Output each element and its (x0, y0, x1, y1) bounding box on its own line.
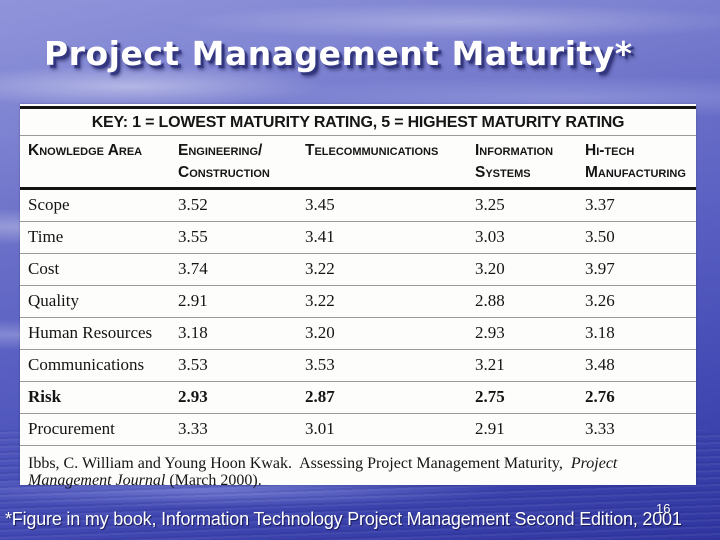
rating-value: 2.88 (475, 291, 505, 311)
rating-value: 3.18 (178, 323, 208, 343)
maturity-table-panel: KEY: 1 = LOWEST MATURITY RATING, 5 = HIG… (20, 104, 696, 489)
row-label: Communications (28, 355, 145, 375)
column-header: Knowledge Area (28, 142, 143, 159)
rating-value: 2.93 (178, 387, 208, 407)
rating-value: 3.20 (475, 259, 505, 279)
rating-value: 2.76 (585, 387, 615, 407)
rating-value: 2.91 (178, 291, 208, 311)
column-header: Engineering/ Construction (178, 142, 270, 182)
table-row: Time 3.55 3.41 3.03 3.50 (20, 222, 696, 254)
table-row: Human Resources 3.18 3.20 2.93 3.18 (20, 318, 696, 350)
table-row: Cost 3.74 3.22 3.20 3.97 (20, 254, 696, 286)
rating-value: 3.97 (585, 259, 615, 279)
rating-value: 3.21 (475, 355, 505, 375)
rating-value: 3.50 (585, 227, 615, 247)
table-top-rule (20, 106, 696, 109)
slide-number: 16 (656, 501, 671, 516)
row-label: Quality (28, 291, 79, 311)
rating-value: 3.53 (178, 355, 208, 375)
rating-value: 3.55 (178, 227, 208, 247)
rating-value: 3.20 (305, 323, 335, 343)
rating-value: 3.01 (305, 419, 335, 439)
table-key-caption: KEY: 1 = LOWEST MATURITY RATING, 5 = HIG… (20, 109, 696, 136)
table-row: Risk 2.93 2.87 2.75 2.76 (20, 382, 696, 414)
rating-value: 2.93 (475, 323, 505, 343)
table-header-row: Knowledge Area Engineering/ Construction T… (20, 136, 696, 190)
rating-value: 3.37 (585, 195, 615, 215)
rating-value: 2.87 (305, 387, 335, 407)
rating-value: 3.41 (305, 227, 335, 247)
rating-value: 3.26 (585, 291, 615, 311)
row-label: Risk (28, 387, 62, 407)
row-label: Cost (28, 259, 60, 279)
citation: Ibbs, C. William and Young Hoon Kwak. As… (20, 455, 696, 490)
rating-value: 3.53 (305, 355, 335, 375)
rating-value: 3.48 (585, 355, 615, 375)
rating-value: 3.33 (178, 419, 208, 439)
rating-value: 3.18 (585, 323, 615, 343)
rating-value: 3.22 (305, 291, 335, 311)
table-row: Quality 2.91 3.22 2.88 3.26 (20, 286, 696, 318)
citation-text: Ibbs, C. William and Young Hoon Kwak. As… (28, 454, 571, 472)
rating-value: 3.03 (475, 227, 505, 247)
table-body: Scope 3.52 3.45 3.25 3.37 Time 3.55 3.41 3.03 3.5… (20, 190, 696, 446)
footnote: *Figure in my book, Information Technolo… (5, 509, 682, 529)
row-label: Procurement (28, 419, 115, 439)
rating-value: 3.52 (178, 195, 208, 215)
table-row: Communications 3.53 3.53 3.21 3.48 (20, 350, 696, 382)
table-row: Scope 3.52 3.45 3.25 3.37 (20, 190, 696, 222)
row-label: Scope (28, 195, 70, 215)
column-header: Hi-tech Manufacturing (585, 142, 686, 182)
rating-value: 3.22 (305, 259, 335, 279)
citation-journal-italic: Project Management Journal (28, 454, 622, 490)
row-label: Human Resources (28, 323, 153, 343)
row-label: Time (28, 227, 64, 247)
table-row: Procurement 3.33 3.01 2.91 3.33 (20, 414, 696, 446)
page-title: Project Management Maturity* (44, 34, 633, 73)
rating-value: 3.74 (178, 259, 208, 279)
rating-value: 2.91 (475, 419, 505, 439)
rating-value: 2.75 (475, 387, 505, 407)
column-header: Telecommunications (305, 142, 439, 159)
rating-value: 3.25 (475, 195, 505, 215)
column-header: Information Systems (475, 142, 554, 182)
rating-value: 3.33 (585, 419, 615, 439)
rating-value: 3.45 (305, 195, 335, 215)
citation-date: (March 2000). (165, 472, 262, 490)
